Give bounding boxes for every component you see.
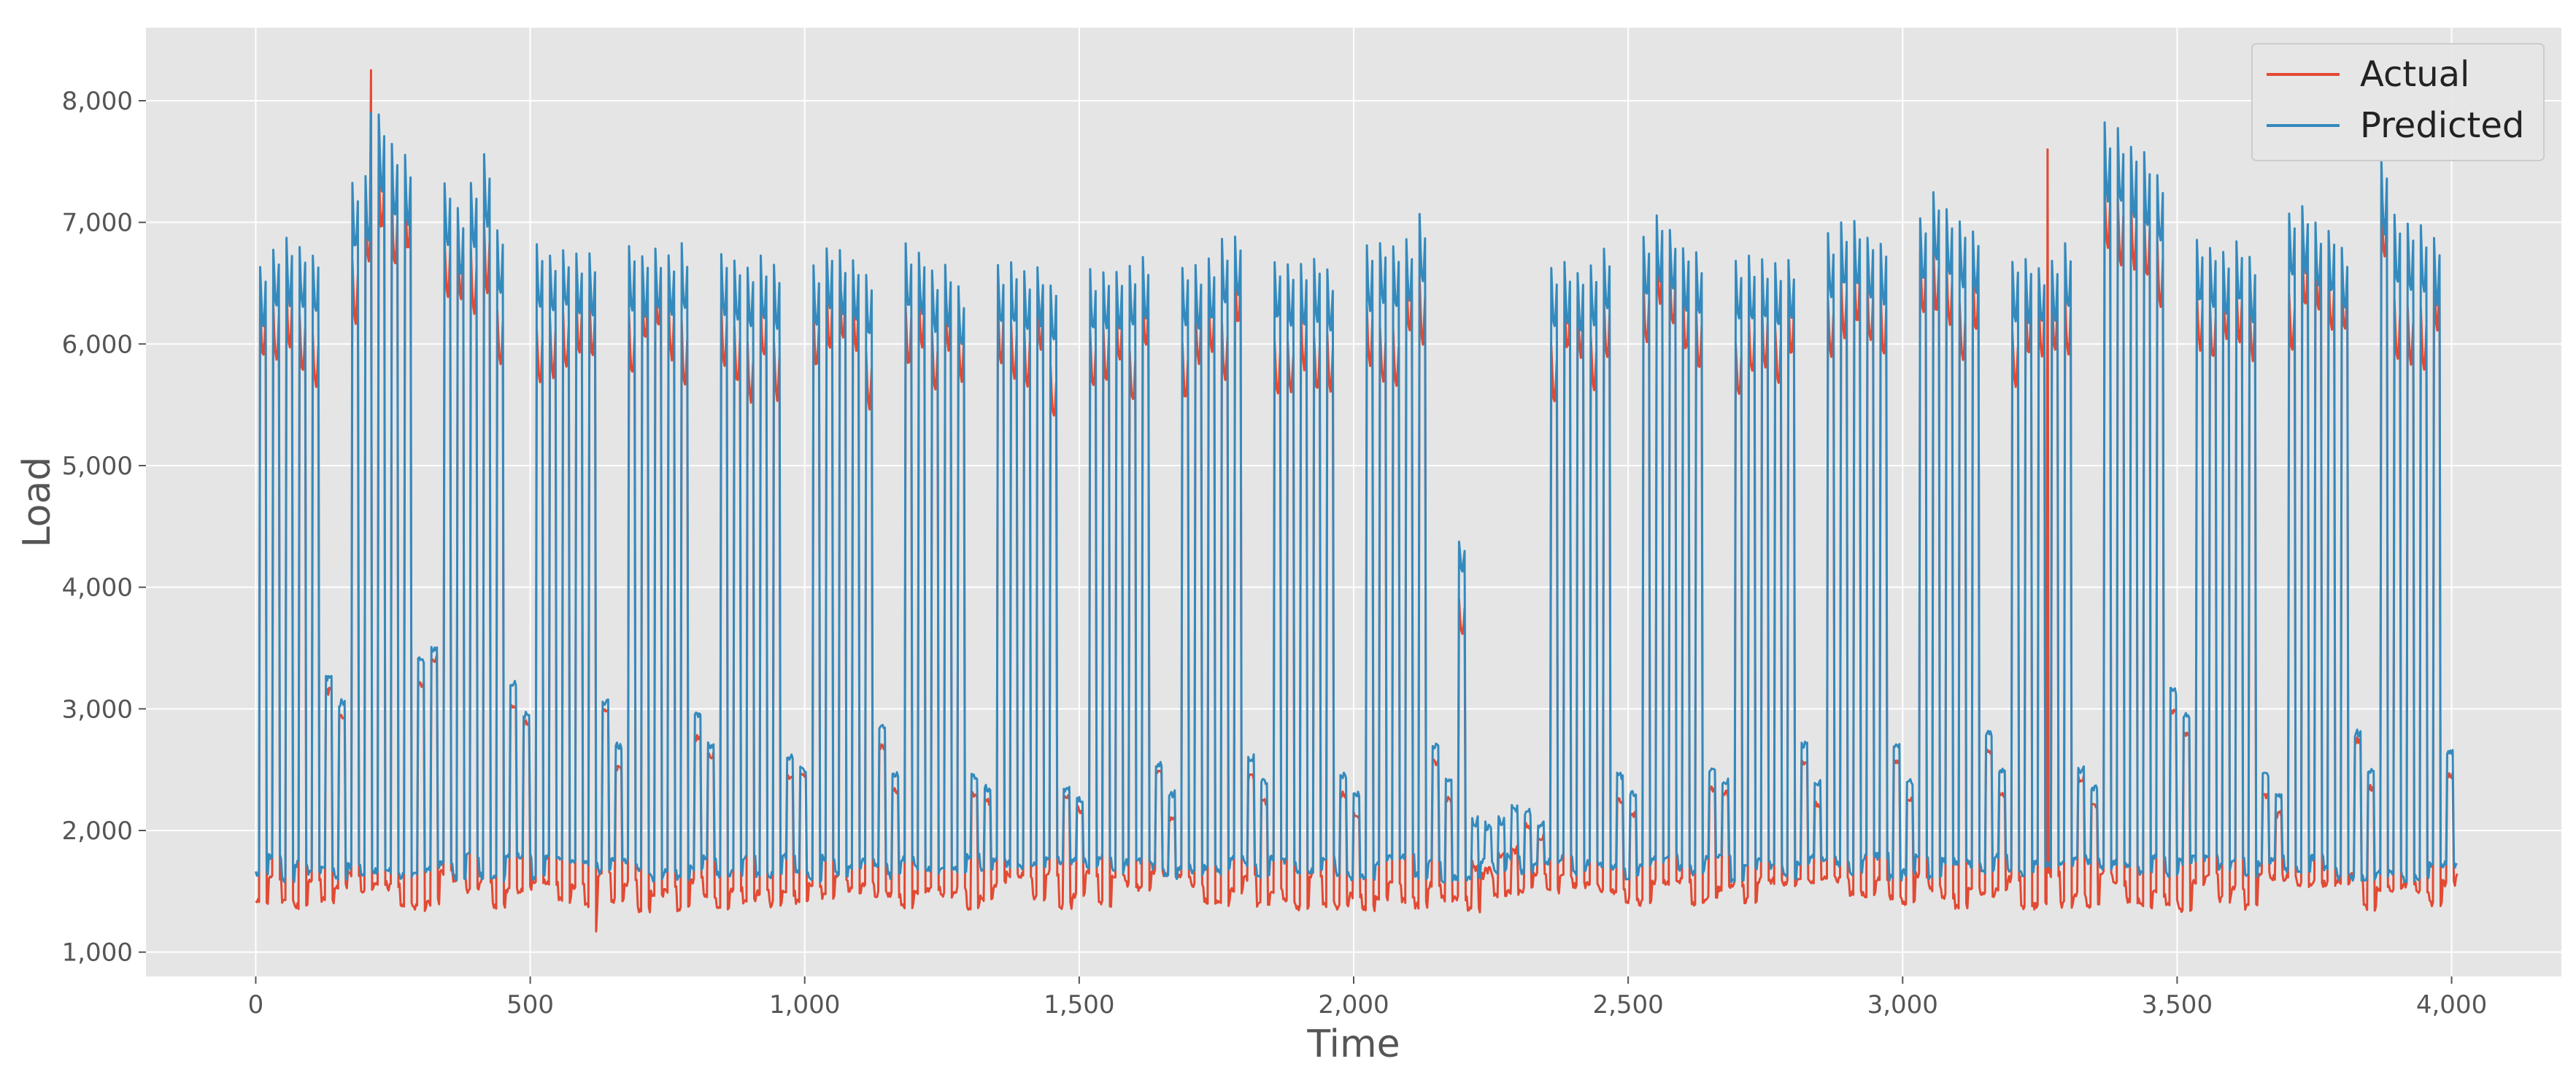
x-tick-label: 3,500 bbox=[2142, 990, 2213, 1020]
legend-label-predicted: Predicted bbox=[2360, 105, 2524, 146]
y-tick-label: 4,000 bbox=[62, 574, 133, 603]
x-tick-label: 2,000 bbox=[1318, 990, 1389, 1020]
x-tick-label: 3,000 bbox=[1867, 990, 1938, 1020]
x-tick-label: 0 bbox=[248, 990, 264, 1020]
y-tick-label: 6,000 bbox=[62, 330, 133, 359]
x-tick-label: 500 bbox=[506, 990, 554, 1020]
y-tick-label: 3,000 bbox=[62, 695, 133, 724]
x-tick-label: 1,500 bbox=[1044, 990, 1114, 1020]
legend: Actual Predicted bbox=[2251, 43, 2545, 161]
y-tick-label: 1,000 bbox=[62, 939, 133, 968]
y-tick-label: 5,000 bbox=[62, 452, 133, 481]
x-axis-ticks: 0 500 1,000 1,500 2,000 2,500 3,000 3,500 4,000 bbox=[248, 976, 2487, 1020]
y-axis-ticks: 1,000 2,000 3,000 4,000 5,000 6,000 7,000 8,000 bbox=[62, 87, 146, 968]
x-tick-label: 2,500 bbox=[1592, 990, 1663, 1020]
series-line-actual bbox=[255, 69, 2459, 933]
y-tick-label: 8,000 bbox=[62, 87, 133, 116]
x-tick-label: 1,000 bbox=[769, 990, 840, 1020]
y-tick-label: 7,000 bbox=[62, 209, 133, 238]
x-axis-title: Time bbox=[1306, 1022, 1400, 1066]
legend-label-actual: Actual bbox=[2360, 54, 2469, 95]
series-lines bbox=[255, 69, 2459, 933]
series-line-predicted bbox=[255, 112, 2458, 884]
y-tick-label: 2,000 bbox=[62, 817, 133, 846]
x-tick-label: 4,000 bbox=[2416, 990, 2487, 1020]
y-axis-title: Load bbox=[15, 457, 59, 548]
